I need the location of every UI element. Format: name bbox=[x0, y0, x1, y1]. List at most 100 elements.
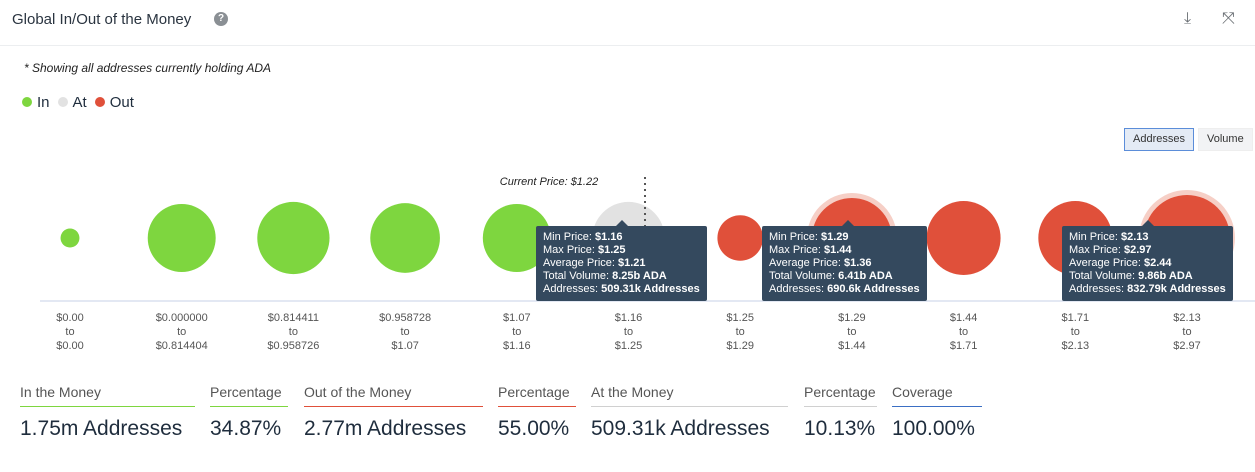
tick-label: to bbox=[1182, 326, 1191, 338]
tooltip-row: Total Volume: 9.86b ADA bbox=[1069, 270, 1226, 283]
legend-at[interactable]: At bbox=[57, 94, 87, 111]
tooltip-label: Average Price: bbox=[769, 257, 845, 269]
legend-dot-in bbox=[22, 97, 32, 107]
tooltip-label: Average Price: bbox=[1069, 257, 1145, 269]
tick-label: $2.13 bbox=[1173, 312, 1201, 324]
tick-label: $2.13 bbox=[1062, 340, 1090, 352]
bubble-in[interactable] bbox=[147, 204, 216, 272]
tooltip-value: $2.13 bbox=[1120, 231, 1149, 243]
tooltip-value: $1.36 bbox=[844, 257, 872, 269]
legend-in[interactable]: In bbox=[22, 94, 50, 111]
stat-value: 55.00% bbox=[498, 417, 570, 440]
tick-label: $1.44 bbox=[838, 340, 866, 352]
tooltip-label: Average Price: bbox=[543, 257, 619, 269]
tooltip-row: Addresses: 690.6k Addresses bbox=[769, 283, 920, 296]
stat-label: Out of the Money bbox=[304, 384, 483, 407]
legend-out[interactable]: Out bbox=[94, 94, 134, 111]
tick-label: to bbox=[401, 326, 410, 338]
tooltip-row: Min Price: $1.16 bbox=[543, 231, 700, 244]
tooltip-value: 832.79k Addresses bbox=[1127, 283, 1226, 295]
tick-label: to bbox=[1071, 326, 1080, 338]
tick-label: $0.000000 bbox=[156, 312, 208, 324]
volume-toggle[interactable]: Volume bbox=[1198, 128, 1253, 151]
tooltip-row: Max Price: $2.97 bbox=[1069, 244, 1226, 257]
tooltip-label: Addresses: bbox=[769, 283, 828, 295]
bubble-out[interactable] bbox=[717, 215, 763, 261]
tick-label: $0.814404 bbox=[156, 340, 208, 352]
tick-label: $1.29 bbox=[726, 340, 754, 352]
tooltip-value: $2.44 bbox=[1144, 257, 1172, 269]
stat-label: In the Money bbox=[20, 384, 195, 407]
stat-label: Percentage bbox=[804, 384, 877, 407]
tick-label: to bbox=[847, 326, 856, 338]
tooltip-label: Min Price: bbox=[543, 231, 595, 243]
stat-value: 2.77m Addresses bbox=[304, 417, 467, 440]
tick-label: $1.44 bbox=[950, 312, 978, 324]
stat-block: Out of the Money 2.77m Addresses bbox=[304, 384, 483, 441]
tick-label: $0.958726 bbox=[267, 340, 319, 352]
tooltip-value: 690.6k Addresses bbox=[827, 283, 920, 295]
tooltip-row: Average Price: $1.36 bbox=[769, 257, 920, 270]
bubble-in[interactable] bbox=[60, 228, 80, 248]
tick-label: $1.71 bbox=[1062, 312, 1090, 324]
legend: In At Out bbox=[22, 94, 134, 111]
tooltip-label: Max Price: bbox=[769, 244, 825, 256]
bubble-in[interactable] bbox=[482, 204, 551, 272]
tick-label: $1.29 bbox=[838, 312, 866, 324]
question-circle-icon[interactable]: ? bbox=[214, 12, 228, 26]
stat-value: 34.87% bbox=[210, 417, 282, 440]
stat-label: Coverage bbox=[892, 384, 982, 407]
download-icon[interactable]: ⤓ bbox=[1184, 10, 1192, 27]
bubble-out[interactable] bbox=[926, 201, 1001, 275]
tick-label: $1.16 bbox=[503, 340, 531, 352]
stat-block: Coverage 100.00% bbox=[892, 384, 982, 441]
tick-label: $1.71 bbox=[950, 340, 978, 352]
stat-value: 509.31k Addresses bbox=[591, 417, 770, 440]
legend-dot-out bbox=[94, 97, 105, 107]
tooltip-value: 509.31k Addresses bbox=[601, 283, 700, 295]
tooltip-label: Min Price: bbox=[1069, 231, 1121, 243]
tooltip-row: Max Price: $1.44 bbox=[769, 244, 920, 257]
tooltip-label: Total Volume: bbox=[769, 270, 839, 282]
tick-label: to bbox=[177, 326, 186, 338]
legend-dot-at bbox=[57, 97, 68, 107]
bubble-chart: $0.00 to $0.00 $0.000000 to $0.814404 $0.81441… bbox=[40, 176, 1255, 352]
tooltip-row: Addresses: 509.31k Addresses bbox=[543, 283, 700, 296]
tick-label: $1.25 bbox=[726, 312, 754, 324]
tick-label: to bbox=[512, 326, 521, 338]
tooltip: Min Price: $1.16 Max Price: $1.25 Average … bbox=[536, 220, 707, 301]
tooltip-row: Total Volume: 8.25b ADA bbox=[543, 270, 700, 283]
tooltip-value: $1.16 bbox=[594, 231, 623, 243]
tick-label: $1.16 bbox=[615, 312, 643, 324]
tooltip-value: $1.25 bbox=[598, 244, 626, 256]
stat-value: 10.13% bbox=[804, 417, 876, 440]
addresses-toggle[interactable]: Addresses bbox=[1124, 128, 1194, 151]
tooltip-row: Average Price: $2.44 bbox=[1069, 257, 1226, 270]
tooltip-row: Min Price: $1.29 bbox=[769, 231, 920, 244]
tooltip-value: $1.29 bbox=[820, 231, 849, 243]
tooltip-label: Addresses: bbox=[1069, 283, 1128, 295]
stat-block: Percentage 55.00% bbox=[498, 384, 576, 441]
bubble-in[interactable] bbox=[257, 201, 330, 275]
current-price-label: Current Price: $1.22 bbox=[500, 176, 598, 188]
legend-label: Out bbox=[109, 94, 134, 111]
tooltip-label: Total Volume: bbox=[543, 270, 613, 282]
tooltip-label: Max Price: bbox=[1069, 244, 1125, 256]
stat-block: At the Money 509.31k Addresses bbox=[591, 384, 788, 441]
tick-label: $1.25 bbox=[615, 340, 643, 352]
tooltip-value: $1.21 bbox=[618, 257, 646, 269]
stat-value: 1.75m Addresses bbox=[20, 417, 183, 440]
tooltip-value: 9.86b ADA bbox=[1138, 270, 1193, 282]
legend-label: At bbox=[72, 94, 87, 111]
tick-label: $1.07 bbox=[391, 340, 419, 352]
tooltip-row: Min Price: $2.13 bbox=[1069, 231, 1226, 244]
bubble-in[interactable] bbox=[370, 203, 440, 273]
tick-label: to bbox=[289, 326, 298, 338]
page-title: Global In/Out of the Money bbox=[12, 11, 192, 28]
tooltip-row: Addresses: 832.79k Addresses bbox=[1069, 283, 1226, 296]
stat-label: Percentage bbox=[498, 384, 576, 407]
expand-icon[interactable]: ⤧ bbox=[1222, 10, 1235, 27]
header: Global In/Out of the Money ? ⤓ ⤧ bbox=[0, 0, 1255, 46]
stat-value: 100.00% bbox=[892, 417, 975, 440]
tooltip-row: Max Price: $1.25 bbox=[543, 244, 700, 257]
